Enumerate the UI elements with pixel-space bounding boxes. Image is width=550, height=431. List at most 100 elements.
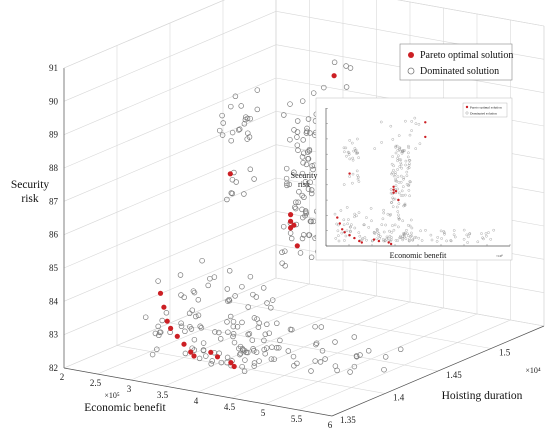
dominated-point xyxy=(291,169,297,176)
x-tick-label-8: 6 xyxy=(328,420,333,430)
dominated-point xyxy=(343,63,349,69)
inset-dominated-point xyxy=(339,209,343,212)
dominated-point xyxy=(224,354,231,361)
dominated-point xyxy=(211,274,218,280)
inset-dominated-point xyxy=(467,235,470,239)
dominated-point xyxy=(219,112,225,119)
inset-dominated-point xyxy=(410,231,413,235)
inset-dominated-point xyxy=(408,162,411,165)
inset-dominated-point xyxy=(382,238,385,241)
inset-dominated-point xyxy=(351,141,354,145)
inset-dominated-point xyxy=(408,237,411,241)
x-tick-label-0: 2 xyxy=(60,372,65,382)
inset-dominated-point xyxy=(395,144,399,148)
inset-dominated-point xyxy=(337,239,341,243)
dominated-point xyxy=(178,320,184,326)
inset-dominated-point xyxy=(393,223,397,227)
dominated-point xyxy=(297,250,304,256)
dominated-point xyxy=(239,283,245,290)
dominated-point xyxy=(157,329,164,335)
inset-dominated-point xyxy=(385,237,388,241)
dominated-point xyxy=(182,328,188,335)
dominated-point xyxy=(291,127,297,133)
dominated-point xyxy=(268,356,275,362)
dominated-point xyxy=(224,319,230,325)
dominated-point xyxy=(353,353,360,359)
inset-dominated-point xyxy=(355,152,358,155)
dominated-point xyxy=(264,300,270,306)
inset-dominated-point xyxy=(347,153,351,156)
z-tick-label-4: 86 xyxy=(49,230,59,240)
dominated-point xyxy=(279,249,285,256)
inset-dominated-point xyxy=(404,163,407,167)
inset-dominated-point xyxy=(442,230,446,233)
inset-dominated-point xyxy=(365,238,368,242)
inset-dominated-point xyxy=(396,239,399,242)
dominated-point xyxy=(177,272,184,278)
dominated-point xyxy=(178,323,185,330)
inset-dominated-point xyxy=(358,234,362,238)
inset-dominated-point xyxy=(397,213,400,217)
inset-dominated-point xyxy=(445,239,448,243)
pareto-point xyxy=(288,212,294,218)
inset-dominated-point xyxy=(417,236,420,240)
pareto-point xyxy=(291,222,297,228)
dominated-point xyxy=(212,329,218,335)
inset-pareto-point xyxy=(353,236,356,240)
inset-dominated-point xyxy=(404,119,407,123)
floor-grid-y-3 xyxy=(222,300,492,349)
inset-dominated-point xyxy=(417,123,421,126)
dominated-point xyxy=(218,359,225,366)
pareto-point xyxy=(227,171,233,177)
inset-dominated-point xyxy=(481,236,484,240)
dominated-point xyxy=(241,121,248,127)
dominated-point xyxy=(347,369,353,375)
dominated-point xyxy=(382,354,389,360)
side-grid-z-6 xyxy=(63,77,277,169)
inset-dominated-point xyxy=(381,217,385,221)
dominated-point xyxy=(230,331,237,337)
pareto-point xyxy=(214,354,221,360)
dominated-point xyxy=(299,98,306,104)
inset-dominated-point xyxy=(389,191,393,195)
dominated-point xyxy=(251,315,258,321)
inset-pareto-point xyxy=(387,241,390,244)
legend-pareto-label: Pareto optimal solution xyxy=(420,50,513,61)
x-axis-line xyxy=(63,367,333,417)
inset-dominated-point xyxy=(382,208,385,212)
dominated-point xyxy=(182,350,189,357)
z-axis-label-line2: risk xyxy=(21,193,39,205)
dominated-point xyxy=(269,344,275,350)
inset-dominated-point xyxy=(375,237,378,241)
inset-dominated-point xyxy=(411,238,415,242)
dominated-point xyxy=(305,156,311,162)
dominated-point xyxy=(247,273,254,280)
dominated-point xyxy=(264,321,270,328)
dominated-point xyxy=(190,288,197,294)
inset-legend-dominated-marker xyxy=(465,111,469,115)
inset-dominated-point xyxy=(401,238,404,242)
inset-pareto-point xyxy=(424,135,427,139)
inset-dominated-point xyxy=(391,196,394,200)
dominated-point xyxy=(343,84,350,90)
inset-dominated-point xyxy=(391,155,394,158)
inset-dominated-point xyxy=(354,148,358,152)
inset-dominated-point xyxy=(392,174,396,178)
inset-dominated-point xyxy=(401,150,405,154)
inset-pareto-point xyxy=(360,241,363,244)
dominated-point xyxy=(203,353,209,359)
inset-dominated-point xyxy=(407,159,411,162)
inset-dominated-point xyxy=(452,233,456,236)
inset-dominated-point xyxy=(407,189,411,192)
inset-pareto-point xyxy=(392,191,395,194)
inset-dominated-point xyxy=(492,228,495,232)
inset-dominated-point xyxy=(343,239,346,242)
inset-dominated-point xyxy=(394,177,397,181)
inset-dominated-point xyxy=(390,201,394,204)
inset-dominated-point xyxy=(400,189,404,193)
inset-dominated-point xyxy=(480,232,483,235)
inset-dominated-point xyxy=(397,202,401,205)
dominated-point xyxy=(256,358,262,364)
dominated-point xyxy=(199,257,205,264)
pareto-point xyxy=(157,290,164,296)
